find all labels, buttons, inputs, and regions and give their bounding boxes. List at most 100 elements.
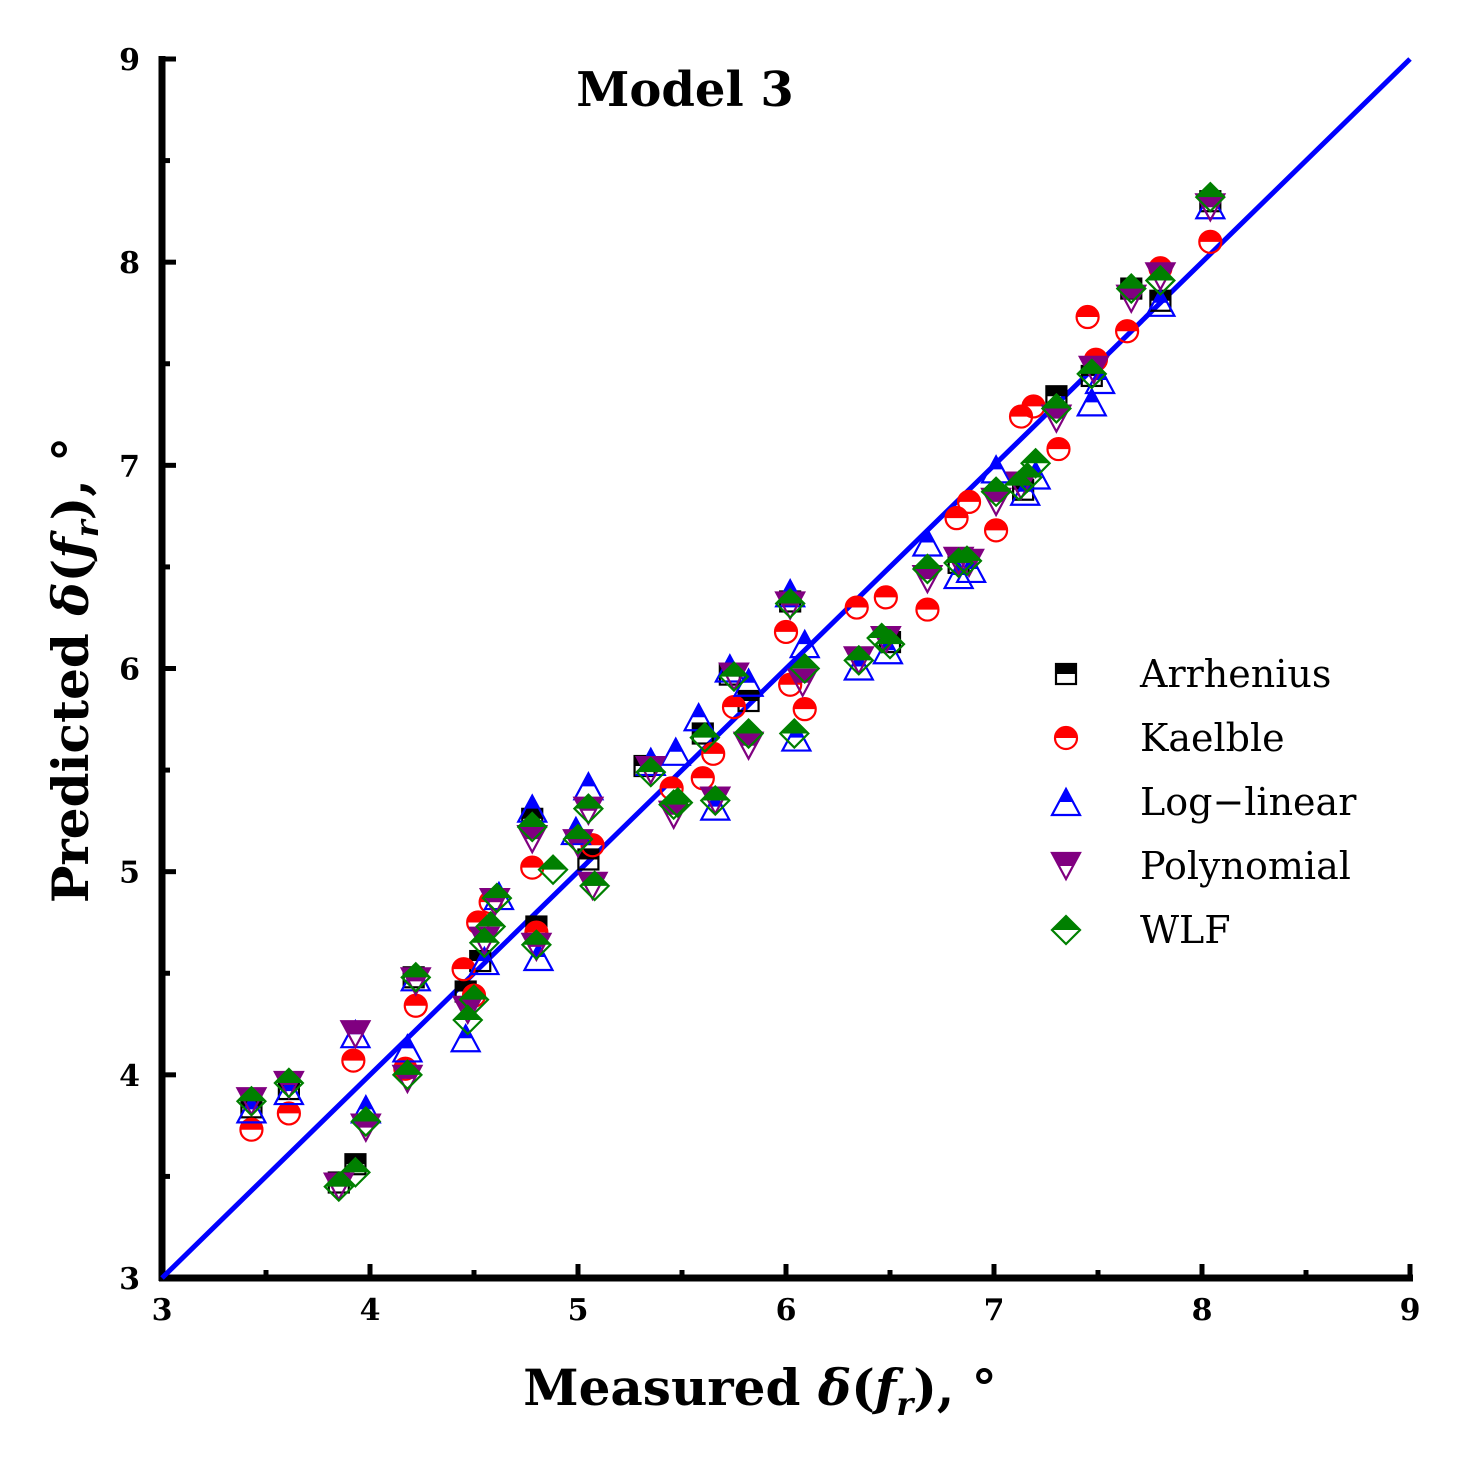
x-tick-label: 5	[568, 1293, 589, 1328]
data-point	[449, 1022, 482, 1053]
legend: Arrhenius Kaelble Log−linear Polynomial WLF	[1050, 652, 1357, 952]
data-point	[944, 506, 969, 531]
data-point	[579, 870, 611, 902]
legend-marker	[1054, 662, 1078, 686]
y-axis-title-suffix: , °	[41, 437, 100, 497]
y-axis-title-subscript: r	[68, 518, 106, 537]
reference-line-layer	[160, 57, 1412, 1280]
data-point	[516, 811, 548, 843]
legend-label: Arrhenius	[1139, 652, 1331, 696]
data-point	[452, 1004, 484, 1036]
x-axis-title-prefix: Measured	[523, 1358, 818, 1417]
data-point	[721, 695, 747, 720]
data-point	[843, 644, 875, 676]
legend-marker	[1053, 725, 1079, 751]
data-point	[350, 1106, 382, 1138]
y-tick-label: 3	[119, 1262, 140, 1297]
legend-item: Polynomial	[1050, 844, 1351, 888]
legend-item: Log−linear	[1050, 780, 1357, 824]
data-point	[915, 597, 940, 622]
data-point	[1075, 304, 1100, 330]
y-tick-label: 6	[119, 653, 140, 688]
x-axis-title-delta: δ	[817, 1358, 851, 1417]
data-point	[1115, 319, 1140, 344]
x-axis-title-paren-close: )	[913, 1358, 937, 1417]
series-wlf	[235, 181, 1226, 1203]
x-tick-label: 8	[1192, 1293, 1213, 1328]
y-axis-title-delta: δ	[41, 582, 100, 616]
data-point	[873, 585, 898, 610]
data-point	[323, 1171, 355, 1203]
data-point	[400, 961, 432, 993]
data-point	[980, 487, 1012, 518]
x-tick-label: 6	[776, 1293, 797, 1328]
x-axis-title-suffix: , °	[937, 1358, 997, 1417]
data-point	[1040, 392, 1072, 425]
data-point	[718, 661, 750, 693]
data-point	[1144, 264, 1176, 297]
data-point	[276, 1101, 301, 1126]
x-axis-title-paren-open: (	[851, 1358, 875, 1417]
data-point	[1115, 273, 1147, 305]
data-point	[662, 787, 694, 819]
data-point	[699, 785, 731, 817]
data-point	[659, 736, 692, 766]
data-point	[911, 565, 944, 595]
data-point	[911, 553, 943, 585]
data-point	[733, 717, 765, 750]
chart-title: Model 3	[576, 62, 794, 118]
data-point	[792, 697, 817, 722]
data-point	[481, 882, 513, 914]
data-point	[339, 1020, 372, 1050]
legend-marker	[1050, 914, 1082, 946]
legend-label: Log−linear	[1140, 780, 1357, 824]
series-log-linear	[235, 189, 1227, 1124]
data-point	[1144, 287, 1177, 317]
axes	[158, 56, 1413, 1282]
x-tick-label: 4	[360, 1293, 381, 1328]
data-point	[458, 984, 490, 1016]
legend-label: Kaelble	[1140, 716, 1285, 760]
data-point	[1075, 387, 1108, 417]
data-point	[520, 929, 552, 961]
data-point	[1046, 436, 1071, 462]
data-point	[778, 717, 810, 750]
legend-item: WLF	[1050, 908, 1231, 952]
data-point	[983, 518, 1009, 543]
data-point	[1076, 358, 1108, 390]
y-axis-title: Predicted δ(fr), °	[41, 437, 106, 903]
data-point	[572, 793, 604, 825]
legend-label: Polynomial	[1140, 844, 1351, 888]
data-point	[951, 545, 983, 577]
data-point	[1040, 404, 1073, 434]
data-point	[789, 652, 821, 685]
y-tick-label: 9	[119, 43, 140, 78]
legend-marker	[1050, 786, 1082, 817]
data-point	[1198, 229, 1223, 254]
data-point	[844, 595, 869, 620]
data-point	[1021, 394, 1046, 419]
data-point	[1194, 181, 1226, 213]
data-point	[701, 741, 726, 766]
data-point	[689, 722, 721, 754]
tick-labels: 3 4 5 6 7 8 9 3 4 5 6 7 8 9	[119, 43, 1420, 1328]
data-point	[690, 766, 715, 791]
data-point	[391, 1059, 423, 1091]
y-axis-title-paren-close: )	[41, 497, 100, 521]
x-tick-label: 9	[1400, 1293, 1421, 1328]
data-point	[341, 1048, 366, 1073]
y-tick-label: 5	[119, 856, 140, 891]
legend-marker	[1050, 851, 1082, 882]
x-axis-title-subscript: r	[896, 1385, 915, 1423]
data-point	[956, 489, 982, 515]
legend-label: WLF	[1140, 908, 1231, 952]
data-point	[403, 993, 428, 1018]
data-point	[273, 1067, 305, 1099]
data-point	[235, 1085, 267, 1117]
data-point	[657, 800, 690, 831]
y-axis-title-prefix: Predicted	[41, 616, 100, 903]
data-point	[1003, 470, 1035, 502]
markers-layer	[235, 181, 1227, 1203]
legend-item: Arrhenius	[1054, 652, 1331, 696]
data-point	[774, 587, 806, 620]
